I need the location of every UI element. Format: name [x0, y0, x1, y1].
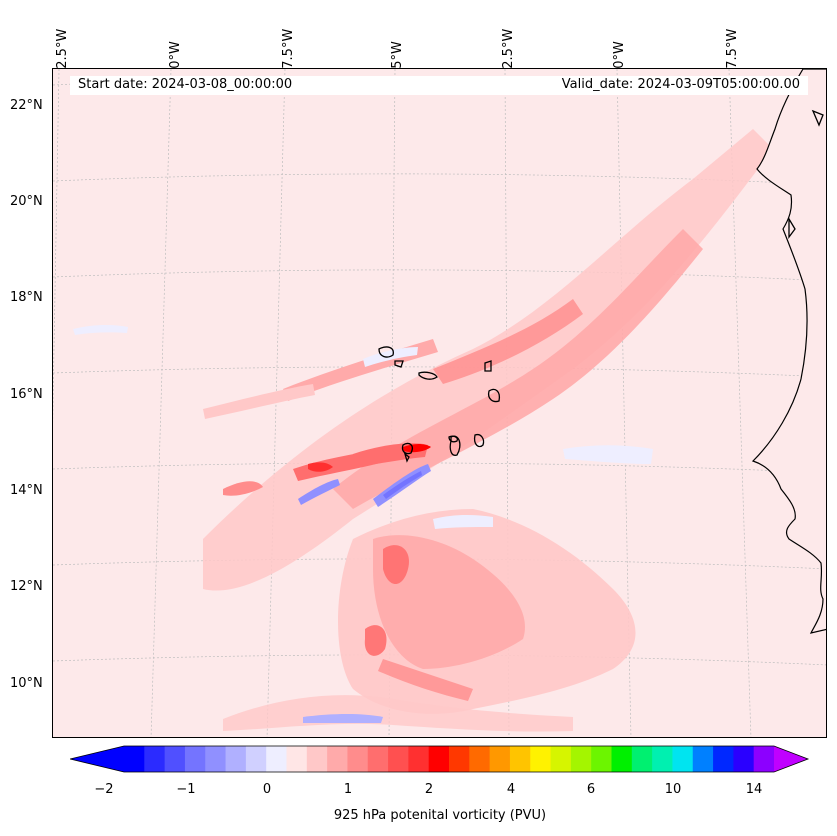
colorbar-segment — [611, 746, 633, 772]
colorbar-segment — [388, 746, 409, 772]
colorbar-segment — [286, 746, 308, 772]
colorbar-extend-under — [70, 746, 124, 772]
colorbar-tick-0: 0 — [262, 782, 272, 797]
colorbar-tick-10: 10 — [664, 782, 682, 797]
africa-coastline — [751, 69, 826, 634]
colorbar-segment — [733, 746, 755, 772]
colorbar-segment — [327, 746, 348, 772]
lat-label-18n: 18°N — [10, 290, 43, 305]
colorbar — [70, 745, 810, 773]
colorbar-tick-neg1: −1 — [176, 782, 196, 797]
pv-map — [52, 68, 827, 738]
pv-field-layer — [53, 69, 826, 737]
colorbar-outline — [70, 745, 810, 773]
colorbar-segment — [530, 746, 552, 772]
colorbar-segment — [652, 746, 673, 772]
colorbar-segment — [489, 746, 511, 772]
colorbar-segment — [184, 746, 206, 772]
start-date-label: Start date: 2024-03-08_00:00:00 — [78, 77, 293, 92]
colorbar-segment — [509, 746, 531, 772]
colorbar-segment — [449, 746, 470, 772]
colorbar-segment — [245, 746, 267, 772]
valid-date-label: Valid_date: 2024-03-09T05:00:00.00 — [561, 77, 800, 92]
cape-verde-islands — [378, 109, 824, 463]
colorbar-segment — [631, 746, 653, 772]
colorbar-segment — [408, 746, 430, 772]
colorbar-segment — [550, 746, 572, 772]
colorbar-title: 925 hPa potenital vorticity (PVU) — [333, 808, 547, 823]
colorbar-segment — [713, 746, 734, 772]
colorbar-segment — [753, 746, 775, 772]
lat-label-20n: 20°N — [10, 194, 43, 209]
date-info-bar: Start date: 2024-03-08_00:00:00 Valid_da… — [70, 76, 808, 95]
colorbar-segment — [570, 746, 592, 772]
colorbar-segment — [347, 746, 369, 772]
colorbar-segment — [591, 746, 612, 772]
colorbar-tick-14: 14 — [745, 782, 763, 797]
lat-label-10n: 10°N — [10, 676, 43, 691]
lat-label-12n: 12°N — [10, 579, 43, 594]
colorbar-segment — [164, 746, 186, 772]
colorbar-segment — [428, 746, 450, 772]
lat-label-22n: 22°N — [10, 98, 43, 113]
colorbar-tick-6: 6 — [586, 782, 596, 797]
colorbar-segment — [692, 746, 714, 772]
colorbar-segment — [306, 746, 328, 772]
colorbar-segment — [469, 746, 491, 772]
colorbar-tick-1: 1 — [343, 782, 353, 797]
colorbar-tick-2: 2 — [424, 782, 434, 797]
colorbar-extend-over — [774, 746, 808, 772]
colorbar-segment — [225, 746, 247, 772]
colorbar-segment — [266, 746, 287, 772]
colorbar-segment — [144, 746, 166, 772]
lat-label-16n: 16°N — [10, 387, 43, 402]
colorbar-segment — [205, 746, 227, 772]
pv-contours — [73, 129, 773, 732]
colorbar-segment — [367, 746, 389, 772]
colorbar-tick-4: 4 — [506, 782, 516, 797]
colorbar-segment — [124, 746, 145, 772]
colorbar-segment — [672, 746, 694, 772]
lat-label-14n: 14°N — [10, 483, 43, 498]
colorbar-tick-neg2: −2 — [94, 782, 114, 797]
